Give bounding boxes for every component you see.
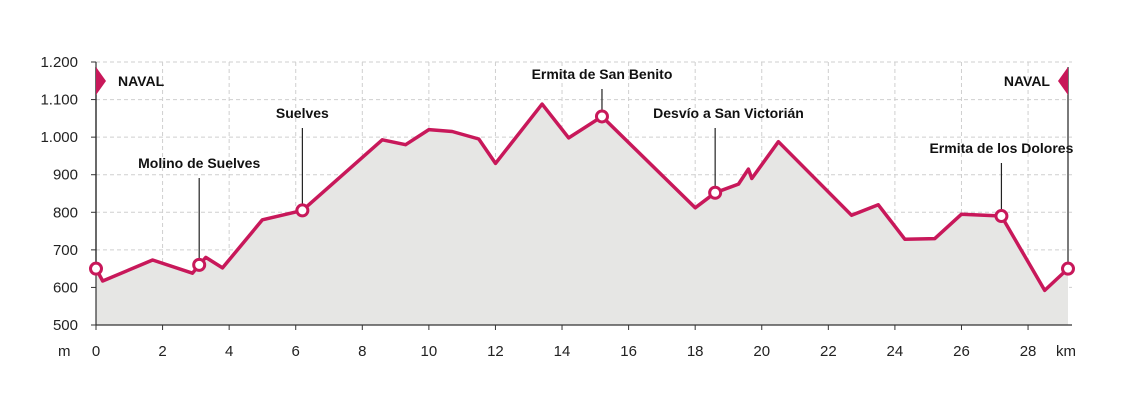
waypoint-dot <box>1061 261 1075 276</box>
waypoint-label: Ermita de los Dolores <box>929 140 1073 156</box>
y-tick-label: 1.000 <box>40 129 78 146</box>
waypoint-label: NAVAL <box>118 73 165 89</box>
waypoint-dot <box>295 203 310 218</box>
y-tick-label: 700 <box>53 242 78 259</box>
x-tick-label: 6 <box>292 343 300 360</box>
x-tick-label: 14 <box>554 343 571 360</box>
x-tick-label: 8 <box>358 343 366 360</box>
waypoint-dot <box>994 209 1009 224</box>
waypoint-label: Ermita de San Benito <box>532 66 673 82</box>
x-axis-unit-label: km <box>1056 343 1076 360</box>
y-axis-ticks: 500 600 700 800 900 1.000 1.100 1.200 <box>40 54 96 334</box>
waypoint-dot <box>89 261 103 276</box>
x-tick-label: 0 <box>92 343 100 360</box>
y-tick-label: 900 <box>53 167 78 184</box>
elevation-area-fill <box>96 104 1068 325</box>
y-tick-label: 500 <box>53 317 78 334</box>
x-tick-label: 2 <box>158 343 166 360</box>
waypoint-dots <box>89 109 1075 276</box>
waypoint-label: NAVAL <box>1004 73 1051 89</box>
x-tick-label: 22 <box>820 343 837 360</box>
waypoint-label: Suelves <box>276 105 329 121</box>
waypoint-dot <box>708 185 723 200</box>
y-tick-label: 600 <box>53 279 78 296</box>
y-axis-unit-label: m <box>58 343 71 360</box>
y-tick-label: 800 <box>53 204 78 221</box>
x-tick-label: 20 <box>753 343 770 360</box>
x-tick-label: 16 <box>620 343 637 360</box>
y-tick-label: 1.200 <box>40 54 78 71</box>
y-tick-label: 1.100 <box>40 92 78 109</box>
waypoint-label: Desvío a San Victorián <box>653 105 804 121</box>
flag-icon <box>96 67 106 95</box>
x-tick-label: 24 <box>887 343 904 360</box>
waypoint-dot <box>594 109 609 124</box>
waypoint-markers: NAVAL Molino de Suelves Suelves Ermita de S… <box>95 66 1074 269</box>
x-tick-label: 26 <box>953 343 970 360</box>
waypoint-label: Molino de Suelves <box>138 155 260 171</box>
elevation-profile-line <box>94 102 1070 293</box>
waypoint-dot <box>192 257 207 272</box>
x-axis-ticks: 0 2 4 6 8 10 12 14 16 18 20 22 24 26 28 <box>92 325 1037 360</box>
x-tick-label: 10 <box>421 343 438 360</box>
x-tick-label: 4 <box>225 343 233 360</box>
flag-icon <box>1058 67 1068 95</box>
x-tick-label: 18 <box>687 343 704 360</box>
x-tick-label: 28 <box>1020 343 1037 360</box>
x-tick-label: 12 <box>487 343 504 360</box>
